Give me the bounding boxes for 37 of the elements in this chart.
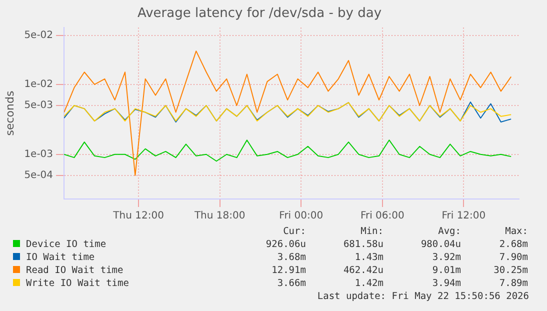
x-tick-label: Thu 18:00 [193, 210, 246, 222]
text: 3.66m [276, 277, 307, 290]
text: 1.42m [354, 277, 384, 290]
text: 1.43m [354, 251, 384, 264]
y-tick-label: 1e-02 [24, 79, 54, 90]
legend-label: Write IO Wait time [26, 278, 129, 289]
text: 3.92m [431, 251, 462, 264]
text: Max: [504, 225, 529, 238]
text: Avg: [437, 225, 462, 238]
chart-title: Average latency for /dev/sda - by day [137, 6, 382, 22]
text: 980.04u [420, 238, 462, 251]
text: 7.89m [498, 277, 529, 290]
text: 9.01m [431, 264, 462, 277]
text: 2.68m [498, 238, 529, 251]
y-tick-label: 5e-02 [24, 30, 54, 42]
text: 3.94m [431, 277, 462, 290]
y-tick-label: 1e-03 [24, 148, 54, 160]
text: Min: [360, 225, 384, 238]
x-tick-label: Thu 12:00 [112, 210, 164, 222]
y-axis-title: seconds [3, 90, 16, 136]
legend-label: Read IO Wait time [26, 265, 124, 276]
text: 7.90m [498, 251, 529, 264]
y-tick-label: 5e-04 [24, 170, 54, 182]
text: 681.58u [342, 238, 384, 251]
text: 3.68m [276, 251, 307, 264]
x-tick-label: Fri 06:00 [360, 210, 404, 222]
legend-label: Device IO time [26, 239, 106, 250]
x-tick-label: Fri 12:00 [442, 210, 486, 222]
text: 12.91m [270, 264, 307, 277]
text: Last update: Fri May 22 15:50:56 2026 [316, 290, 529, 303]
x-tick-label: Fri 00:00 [279, 210, 324, 222]
text: 926.06u [264, 238, 307, 251]
y-tick-label: 5e-03 [24, 100, 54, 112]
text: Cur: [282, 225, 307, 238]
text: 462.42u [342, 264, 384, 277]
legend-label: IO Wait time [26, 252, 95, 263]
text: 30.25m [492, 264, 529, 277]
